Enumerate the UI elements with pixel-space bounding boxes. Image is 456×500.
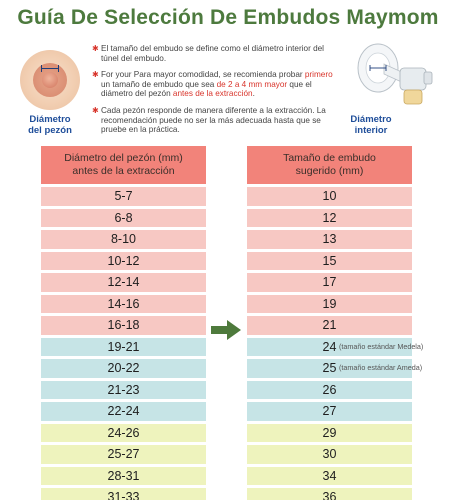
nipple-size-row: 6-8 [41,208,206,227]
nipple-size-row: 25-27 [41,445,206,464]
flange-size-row: 25 (tamaño estándar Ameda) [247,359,422,378]
flange-size-row: 26 [247,380,412,399]
flange-size-row: 24 (tamaño estándar Medela) [247,337,423,356]
nipple-size-row: 20-22 [41,359,206,378]
flange-size-value: 24 [322,339,337,354]
nipple-size-row: 28-31 [41,466,206,485]
flange-size-row: 12 [247,208,412,227]
flange-size-row: 29 [247,423,412,442]
notes: ✱ El tamaño del embudo se define como el… [92,44,342,142]
arrow-right-icon [211,320,241,340]
flange-size-row: 27 [247,402,412,421]
note-1: ✱ El tamaño del embudo se define como el… [92,44,325,63]
flange-size-row: 34 [247,466,412,485]
flange-size-value: 25 [322,361,337,375]
flange-size-value: 17 [322,275,337,289]
flange-size-value: 34 [322,468,337,483]
flange-size-row: 10 [247,187,412,206]
nipple-diameter-caption: Diámetro del pezón [28,114,72,136]
flange-size-column: Tamaño de embudo sugerido (mm) 10 12 13 15 1… [247,146,423,500]
flange-size-row: 36 [247,488,412,500]
nipple-diagram-icon [14,48,88,112]
flange-size-value: 27 [322,404,337,418]
nipple-size-row: 14-16 [41,294,206,313]
nipple-size-row: 12-14 [41,273,206,292]
flange-size-header: Tamaño de embudo sugerido (mm) [247,146,412,184]
flange-size-value: 19 [322,296,337,311]
nipple-size-row: 22-24 [41,402,206,421]
flange-size-value: 29 [322,425,337,440]
flange-size-value: 21 [322,318,337,332]
nipple-size-column: Diámetro del pezón (mm) antes de la extr… [41,146,206,500]
flange-size-value: 26 [322,382,337,397]
nipple-size-row: 5-7 [41,187,206,206]
flange-size-value: 12 [322,210,337,225]
flange-size-value: 30 [322,447,337,461]
nipple-size-row: 16-18 [41,316,206,335]
flange-size-value: 13 [322,232,337,246]
flange-size-row: 17 [247,273,412,292]
note-3: ✱ Cada pezón responde de manera diferent… [92,105,326,135]
flange-size-row: 15 [247,251,412,270]
flange-size-rows: 10 12 13 15 17 19 21 24 (tamaño estándar Medela)… [247,187,423,500]
star-bullet-icon: ✱ [92,44,99,53]
page-title: Guía De Selección De Embudos Maymom [17,6,439,29]
nipple-size-row: 10-12 [41,251,206,270]
nipple-size-row: 8-10 [41,230,206,249]
nipple-size-row: 19-21 [41,337,206,356]
flange-size-value: 36 [322,490,337,500]
inner-diameter-caption: Diámetro interior [350,114,392,136]
star-bullet-icon: ✱ [92,70,99,80]
flange-size-value: 15 [322,253,337,268]
nipple-size-header: Diámetro del pezón (mm) antes de la extr… [41,146,206,184]
standard-size-note: (tamaño estándar Medela) [339,341,424,351]
star-bullet-icon: ✱ [92,105,99,115]
nipple-size-row: 24-26 [41,423,206,442]
standard-size-note: (tamaño estándar Ameda) [339,363,423,372]
flange-size-row: 19 [247,294,412,313]
flange-size-row: 13 [247,230,412,249]
nipple-size-rows: 5-7 6-8 8-10 10-12 12-14 14-16 16-18 19-21 20-22… [41,187,206,500]
nipple-size-row: 31-33 [41,488,206,500]
flange-size-value: 10 [322,189,337,203]
note-2: ✱ For your Para mayor comodidad, se reco… [92,70,333,99]
flange-size-row: 30 [247,445,412,464]
breast-pump-flange-icon [357,43,433,105]
nipple-size-row: 21-23 [41,380,206,399]
flange-size-row: 21 [247,316,412,335]
